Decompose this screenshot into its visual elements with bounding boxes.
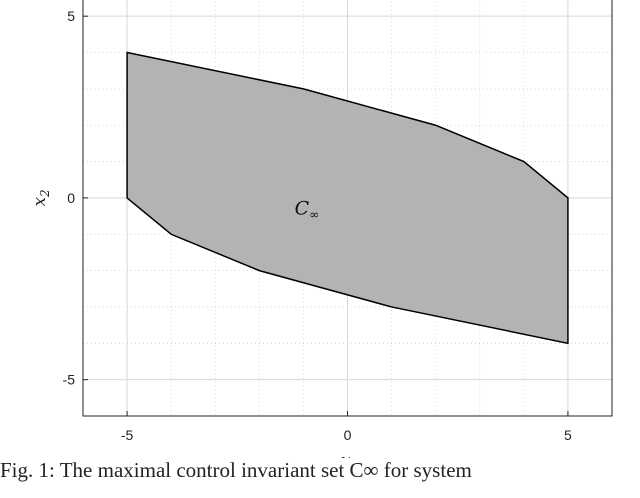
x-tick-label: 0 <box>344 427 352 443</box>
x-axis-label: x1 <box>341 451 358 458</box>
region-label: C∞ <box>295 197 320 221</box>
tick-marks <box>83 15 569 416</box>
x-tick-label: 5 <box>564 427 572 443</box>
y-tick-label: 5 <box>67 8 75 24</box>
invariant-set-region <box>126 51 569 345</box>
y-tick-label: -5 <box>63 372 76 388</box>
y-axis-label: x2 <box>30 189 52 206</box>
figure-caption: Fig. 1: The maximal control invariant se… <box>0 458 640 498</box>
x-tick-label: -5 <box>121 427 134 443</box>
tick-labels: -5 0 5 -5 0 5 <box>63 8 572 443</box>
chart-canvas: -5 0 5 -5 0 5 C∞ x1 x2 <box>30 0 613 458</box>
y-tick-label: 0 <box>67 190 75 206</box>
caption-text: Fig. 1: The maximal control invariant se… <box>0 458 472 482</box>
